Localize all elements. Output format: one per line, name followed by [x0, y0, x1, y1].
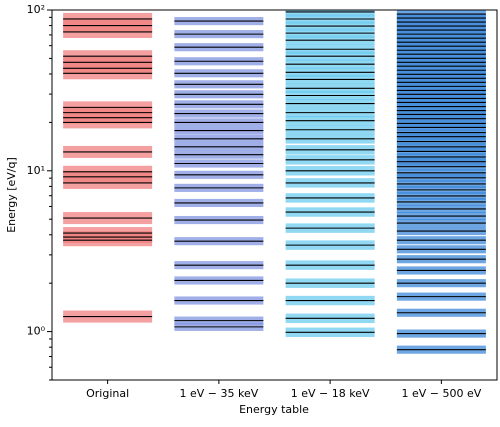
- x-tick-label: 1 eV − 35 keV: [179, 387, 258, 400]
- x-tick-label: Original: [86, 387, 129, 400]
- y-tick-label: 10²: [27, 3, 45, 16]
- axes-frame: [51, 9, 498, 381]
- energy-band: [285, 10, 375, 17]
- y-tick-label: 10¹: [27, 164, 45, 177]
- y-tick-label: 10⁰: [27, 325, 46, 338]
- x-tick-label: 1 eV − 18 keV: [291, 387, 370, 400]
- x-axis-label: Energy table: [239, 403, 309, 416]
- plot-area: [63, 10, 486, 354]
- x-tick-label: 1 eV − 500 eV: [401, 387, 481, 400]
- y-axis-label: Energy [eV/q]: [5, 157, 18, 233]
